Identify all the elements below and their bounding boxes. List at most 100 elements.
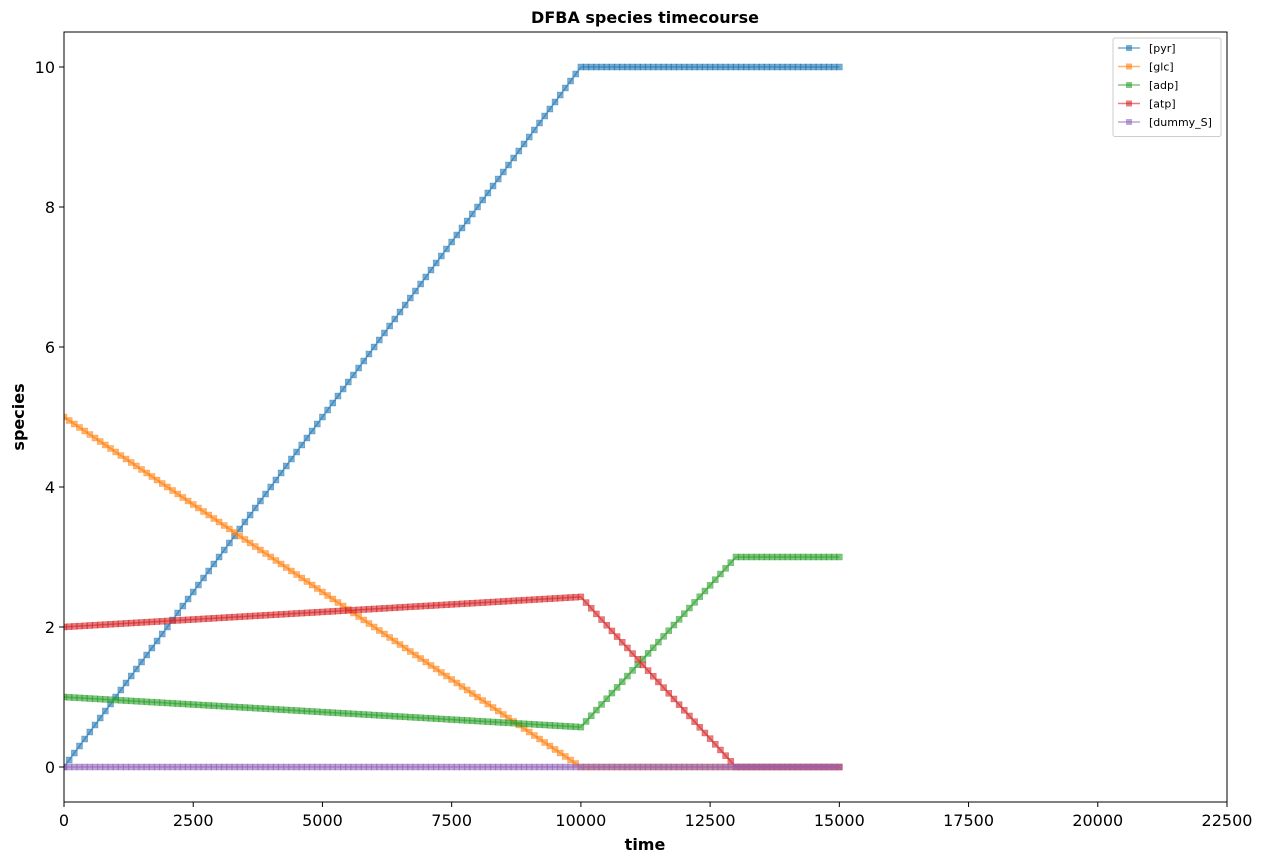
data-point — [91, 721, 99, 729]
data-point — [241, 518, 249, 526]
data-point — [660, 633, 667, 640]
data-point — [448, 238, 455, 246]
data-point — [665, 627, 673, 634]
data-point — [314, 585, 321, 592]
data-point — [195, 581, 202, 589]
data-point — [262, 550, 269, 557]
data-point — [184, 497, 192, 505]
data-point — [220, 546, 228, 554]
data-point — [494, 707, 502, 715]
data-point — [117, 686, 125, 694]
data-point — [277, 469, 285, 477]
data-point — [484, 700, 492, 708]
legend-label: [adp] — [1149, 79, 1178, 92]
data-point — [448, 676, 455, 683]
data-point — [463, 217, 471, 225]
y-tick-label: 4 — [45, 478, 55, 497]
data-point — [458, 224, 466, 232]
data-point — [396, 641, 404, 648]
data-point — [438, 252, 445, 260]
legend-item: [adp] — [1118, 79, 1178, 92]
data-point — [102, 441, 109, 449]
data-point — [324, 592, 331, 599]
data-point — [520, 140, 528, 148]
data-point — [675, 701, 683, 708]
data-point — [443, 672, 450, 680]
data-point — [551, 98, 559, 106]
data-point — [531, 732, 538, 739]
data-point — [148, 644, 156, 652]
series-pyr — [64, 63, 843, 771]
data-point — [717, 570, 724, 578]
x-tick-label: 12500 — [685, 811, 736, 830]
data-point — [365, 350, 373, 358]
x-tick-label: 15000 — [814, 811, 865, 830]
data-point — [412, 651, 419, 659]
data-point — [396, 308, 404, 316]
data-point — [148, 473, 156, 480]
data-point — [288, 567, 295, 575]
x-tick-label: 10000 — [555, 811, 606, 830]
data-point — [76, 424, 83, 431]
x-tick-label: 20000 — [1072, 811, 1123, 830]
data-point — [153, 637, 161, 645]
data-point — [670, 695, 678, 703]
data-point — [210, 560, 218, 568]
data-point — [624, 644, 631, 652]
data-point — [329, 399, 337, 407]
data-point — [339, 385, 347, 393]
data-point — [195, 504, 202, 512]
data-point — [215, 518, 223, 526]
data-point — [717, 746, 724, 754]
data-point — [370, 623, 378, 631]
data-point — [334, 599, 342, 606]
data-point — [567, 756, 574, 764]
data-point — [562, 84, 569, 92]
data-point — [489, 182, 497, 190]
data-point — [407, 294, 414, 302]
data-point — [484, 189, 492, 197]
data-point — [246, 511, 254, 519]
data-point — [701, 587, 709, 595]
data-point — [205, 567, 212, 575]
data-point — [603, 695, 610, 702]
data-point — [593, 706, 600, 714]
data-point — [303, 434, 311, 442]
data-point — [189, 588, 197, 596]
data-point — [184, 595, 192, 603]
data-point — [164, 623, 171, 631]
data-point — [386, 634, 393, 641]
plot-frame — [63, 31, 1228, 803]
data-point — [158, 480, 166, 487]
data-point — [681, 610, 688, 617]
data-point — [107, 445, 114, 452]
legend-item: [glc] — [1118, 61, 1174, 74]
data-point — [133, 665, 140, 673]
data-point — [86, 728, 94, 736]
chart-title: DFBA species timecourse — [531, 8, 759, 27]
data-point — [572, 70, 579, 78]
data-point — [283, 564, 290, 571]
data-point — [836, 63, 843, 71]
data-point — [691, 718, 698, 725]
data-point — [417, 655, 424, 662]
data-point — [525, 728, 533, 736]
legend-item: [atp] — [1118, 98, 1176, 111]
data-point — [153, 476, 161, 484]
data-point — [587, 712, 595, 720]
data-point — [722, 752, 729, 759]
data-point — [241, 536, 249, 543]
data-point — [267, 553, 275, 561]
legend-marker — [1126, 45, 1132, 51]
series-dummy-S — [64, 763, 843, 771]
data-point — [618, 678, 626, 685]
data-point — [665, 690, 673, 697]
legend-label: [glc] — [1149, 61, 1174, 74]
data-point — [288, 455, 295, 463]
data-point — [479, 697, 486, 704]
data-point — [613, 633, 621, 640]
data-point — [112, 448, 119, 456]
y-tick-label: 8 — [45, 198, 55, 217]
data-point — [65, 756, 73, 764]
